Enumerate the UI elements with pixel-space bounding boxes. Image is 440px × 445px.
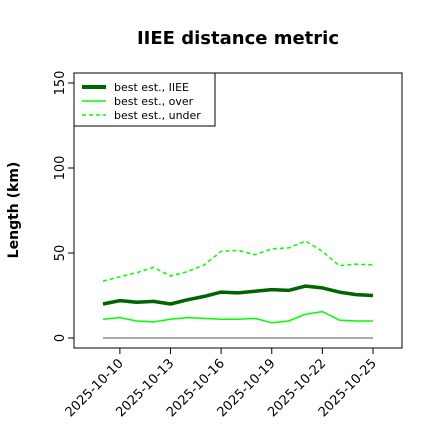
x-axis: 2025-10-102025-10-132025-10-162025-10-19…: [63, 347, 380, 420]
y-tick-label: 150: [53, 71, 68, 96]
series-line-best-est-under: [102, 240, 374, 282]
y-tick-label: 100: [53, 156, 68, 181]
y-tick-label: 50: [53, 245, 68, 262]
series-line-best-est-over: [102, 310, 373, 324]
y-tick-label: 0: [53, 334, 68, 342]
legend-label-under: best est., under: [114, 109, 201, 122]
legend-box: [73, 72, 216, 127]
series-layer: [102, 240, 374, 339]
series-line-best-est-iiee: [102, 284, 374, 306]
legend: best est., IIEE best est., over best est…: [73, 72, 216, 127]
chart-title: IIEE distance metric: [137, 28, 339, 49]
legend-label-iiee: best est., IIEE: [114, 81, 189, 94]
y-axis: 0 50 100 150: [53, 71, 75, 342]
legend-label-over: best est., over: [114, 95, 194, 108]
y-axis-label: Length (km): [6, 162, 22, 259]
